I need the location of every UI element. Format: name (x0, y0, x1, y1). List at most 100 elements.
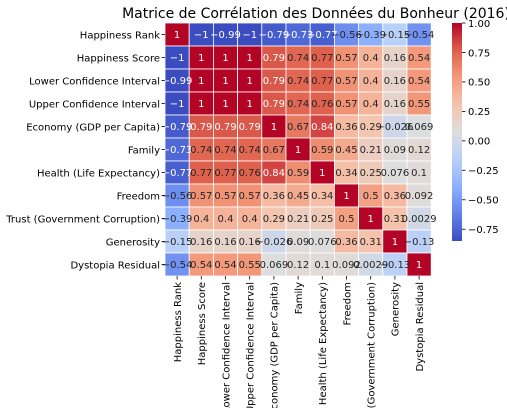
cell-annotation: −0.56 (331, 30, 362, 41)
x-tick-label: Economy (GDP per Capita) (270, 282, 281, 408)
y-tick-label: Generosity (106, 237, 160, 248)
x-tick-label: Health (Life Expectancy) (318, 282, 329, 405)
cell-annotation: 1 (198, 53, 204, 64)
x-tick-label: Freedom (342, 282, 353, 325)
cell-annotation: 0.67 (287, 122, 309, 133)
cell-annotation: 0.4 (363, 53, 379, 64)
cell-annotation: 0.34 (335, 168, 357, 179)
cell-annotation: 1 (319, 168, 325, 179)
cell-annotation: 0.54 (408, 53, 430, 64)
y-tick-label: Trust (Government Corruption) (5, 214, 160, 225)
cell-annotation: 0.29 (360, 122, 382, 133)
cell-annotation: 0.16 (384, 99, 406, 110)
cell-annotation: 0.09 (384, 145, 406, 156)
cell-annotation: 0.31 (360, 237, 382, 248)
cell-annotation: 0.21 (287, 214, 309, 225)
cell-annotation: 0.0029 (353, 260, 388, 271)
cell-annotation: 0.45 (287, 191, 309, 202)
cell-annotation: 0.59 (287, 168, 309, 179)
cell-annotation: 0.16 (190, 237, 212, 248)
cell-annotation: −0.15 (380, 30, 411, 41)
cell-annotation: 0.79 (239, 122, 261, 133)
cell-annotation: −0.13 (380, 260, 411, 271)
cell-annotation: 0.16 (384, 53, 406, 64)
cell-annotation: 0.74 (190, 145, 212, 156)
cell-annotation: 1 (222, 99, 228, 110)
y-tick-label: Economy (GDP per Capita) (26, 122, 160, 133)
cell-annotation: 0.67 (263, 145, 285, 156)
cell-annotation: 0.79 (214, 122, 236, 133)
y-tick-labels: Happiness Rank Happiness Score Lower Confi… (5, 30, 165, 271)
cell-annotation: 1 (198, 99, 204, 110)
x-tick-label: Trust (Government Corruption) (367, 282, 378, 408)
cell-annotation: −0.77 (162, 168, 193, 179)
cell-annotation: 0.74 (287, 99, 309, 110)
cell-annotation: −0.73 (162, 145, 193, 156)
x-tick-label: Dystopia Residual (415, 282, 426, 372)
cell-annotation: 0.21 (360, 145, 382, 156)
cell-annotation: −0.99 (210, 30, 241, 41)
cell-annotation: 0.31 (384, 214, 406, 225)
cell-annotation: −0.99 (162, 76, 193, 87)
y-tick-label: Family (128, 145, 160, 156)
cell-annotation: 0.74 (239, 145, 261, 156)
cell-annotation: −1 (242, 30, 257, 41)
cell-annotation: −0.73 (283, 30, 314, 41)
cell-annotation: 0.76 (239, 168, 261, 179)
cell-annotation: 1 (295, 145, 301, 156)
cell-annotation: −1 (170, 53, 185, 64)
colorbar-tick-label: −0.75 (468, 225, 499, 236)
cell-annotation: −0.54 (162, 260, 193, 271)
colorbar-tick-label: 0.00 (468, 137, 490, 148)
cell-annotation: 0.79 (263, 53, 285, 64)
cell-annotation: −0.54 (404, 30, 435, 41)
cell-annotation: 0.79 (263, 99, 285, 110)
y-tick-label: Health (Life Expectancy) (37, 168, 160, 179)
cell-annotation: 0.1 (314, 260, 330, 271)
cell-annotation: 0.4 (363, 76, 379, 87)
cell-annotation: 0.79 (190, 122, 212, 133)
cell-annotation: −0.79 (259, 30, 290, 41)
cell-annotation: 0.77 (311, 76, 333, 87)
cell-annotation: 0.092 (405, 191, 434, 202)
cell-annotation: 0.57 (335, 53, 357, 64)
y-tick-label: Freedom (117, 191, 160, 202)
cell-annotation: 0.55 (239, 260, 261, 271)
y-tick-label: Dystopia Residual (70, 260, 160, 271)
cell-annotation: 0.57 (239, 191, 261, 202)
cell-annotation: 1 (222, 53, 228, 64)
colorbar: 1.00 0.75 0.50 0.25 0.00 −0.25 −0.50 −0.75 (452, 19, 499, 241)
cell-annotation: 0.77 (214, 168, 236, 179)
cell-annotation: 0.25 (360, 168, 382, 179)
cell-annotation: 1 (198, 76, 204, 87)
x-tick-label: Happiness Rank (173, 282, 184, 362)
cell-annotation: 0.36 (384, 191, 406, 202)
cell-annotation: 0.5 (339, 214, 355, 225)
colorbar-tick-label: 0.50 (468, 78, 490, 89)
cell-annotation: 0.092 (332, 260, 361, 271)
cell-annotation: 1 (247, 76, 253, 87)
heatmap-annotations: 1 −1 −0.99 −1 −0.79−0.73−0.77−0.56−0.39−0.15… (162, 30, 437, 271)
cell-annotation: −1 (194, 30, 209, 41)
cell-annotation: 0.076 (381, 168, 410, 179)
cell-annotation: 0.09 (287, 237, 309, 248)
cell-annotation: 0.36 (263, 191, 285, 202)
cell-annotation: 0.5 (363, 191, 379, 202)
cell-annotation: 0.59 (311, 145, 333, 156)
cell-annotation: 0.74 (287, 76, 309, 87)
cell-annotation: 0.36 (335, 122, 357, 133)
colorbar-tick-label: −0.50 (468, 196, 499, 207)
colorbar-tick-label: 1.00 (468, 19, 490, 30)
cell-annotation: 0.74 (287, 53, 309, 64)
x-tick-label: Lower Confidence Interval (221, 282, 232, 408)
cell-annotation: 0.54 (408, 76, 430, 87)
cell-annotation: −0.15 (162, 237, 193, 248)
colorbar-tick-label: −0.25 (468, 166, 499, 177)
cell-annotation: 0.16 (384, 76, 406, 87)
cell-annotation: −0.39 (162, 214, 193, 225)
y-tick-label: Happiness Score (77, 53, 160, 64)
cell-annotation: 0.16 (239, 237, 261, 248)
cell-annotation: 0.16 (214, 237, 236, 248)
cell-annotation: 0.076 (308, 237, 337, 248)
